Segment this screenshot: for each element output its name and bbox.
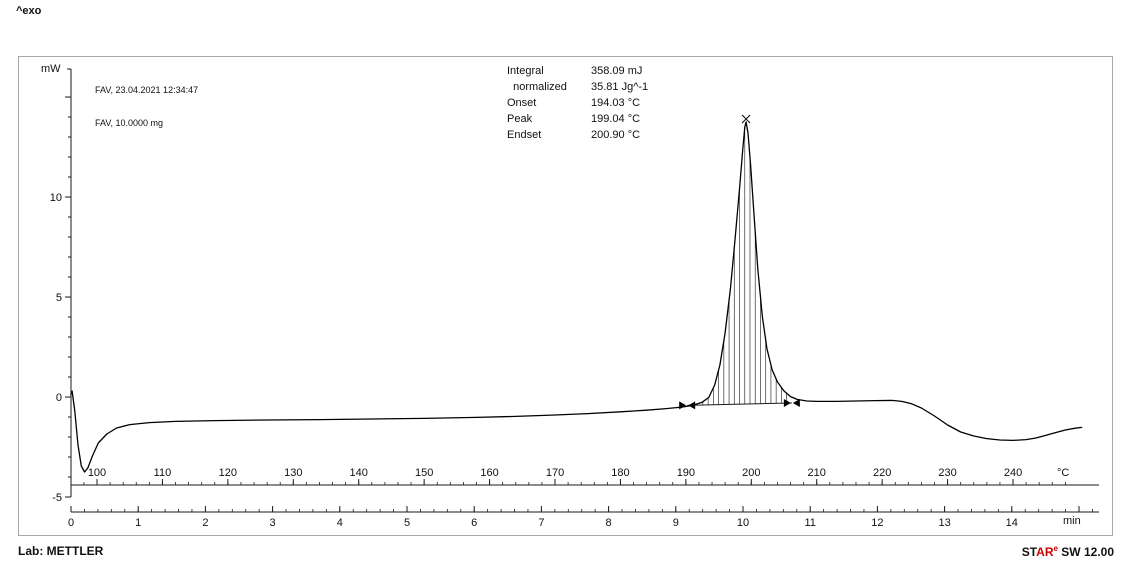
software-label-sup: e: [1053, 544, 1058, 553]
temp-tick-label: 220: [873, 467, 891, 479]
result-label: Peak: [507, 113, 533, 125]
chart-frame: -5 0 5 10 100 110 120 130 140 150 160 170 180 190 200 2…: [18, 56, 1113, 536]
sample-mass: FAV, 10.0000 mg: [95, 118, 164, 128]
integration-baseline: [687, 402, 792, 406]
peak-marker-icon: [741, 114, 751, 124]
time-tick-label: 1: [135, 517, 141, 529]
temp-tick-label: 150: [415, 467, 433, 479]
time-tick-label: 2: [202, 517, 208, 529]
sample-datetime: FAV, 23.04.2021 12:34:47: [95, 85, 199, 95]
time-tick-label: 12: [871, 517, 883, 529]
exo-direction-label: ^exo: [16, 5, 42, 17]
software-label-part: SW 12.00: [1057, 545, 1114, 559]
software-label-part-red: AR: [1036, 545, 1054, 559]
time-tick-label: 6: [471, 517, 477, 529]
temp-tick-label: 130: [284, 467, 302, 479]
result-row: Integral 358.09 mJ: [507, 63, 648, 79]
temp-tick-label: 230: [938, 467, 956, 479]
results-table: Integral 358.09 mJ normalized 35.81 Jg^-…: [507, 63, 648, 143]
time-axis-unit-label: min: [1063, 515, 1081, 527]
y-tick-label: -5: [52, 492, 62, 504]
time-tick-label: 11: [804, 517, 815, 529]
integration-limit-marker-icon: [783, 399, 800, 407]
lab-label: Lab: METTLER: [18, 544, 104, 558]
result-value: 199.04 °C: [591, 113, 641, 125]
result-row: Onset 194.03 °C: [507, 95, 648, 111]
sample-info-annotation: FAV, 23.04.2021 12:34:47 FAV, 10.0000 mg: [95, 63, 198, 151]
temp-tick-label: 140: [350, 467, 368, 479]
temp-tick-label: 110: [154, 467, 172, 479]
y-tick-label: 5: [56, 292, 62, 304]
time-tick-label: 5: [404, 517, 410, 529]
result-label: Endset: [507, 129, 542, 141]
time-tick-label: 10: [737, 517, 749, 529]
dsc-curve: [70, 121, 1083, 473]
time-tick-label: 7: [538, 517, 544, 529]
result-value: 35.81 Jg^-1: [591, 81, 649, 93]
time-tick-label: 8: [606, 517, 612, 529]
result-label: normalized: [507, 81, 567, 93]
integration-limit-marker-icon: [679, 401, 696, 410]
result-value: 194.03 °C: [591, 97, 641, 109]
temp-tick-label: 210: [808, 467, 826, 479]
temp-tick-label: 180: [611, 467, 629, 479]
time-tick-label: 0: [68, 517, 74, 529]
y-tick-label: 0: [56, 392, 62, 404]
time-tick-label: 13: [938, 517, 950, 529]
time-tick-label: 3: [270, 517, 276, 529]
result-row: normalized 35.81 Jg^-1: [507, 79, 648, 95]
result-label: Integral: [507, 65, 544, 77]
time-tick-label: 9: [673, 517, 679, 529]
software-label-part: ST: [1021, 545, 1037, 559]
temp-tick-label: 160: [480, 467, 498, 479]
temp-tick-label: 120: [219, 467, 237, 479]
temp-tick-label: 190: [677, 467, 695, 479]
time-tick-label: 14: [1006, 517, 1018, 529]
result-value: 358.09 mJ: [591, 65, 643, 77]
temp-tick-label: 170: [546, 467, 564, 479]
result-row: Endset 200.90 °C: [507, 127, 648, 143]
y-tick-label: 10: [50, 192, 62, 204]
temp-axis-unit-label: °C: [1057, 467, 1070, 479]
result-row: Peak 199.04 °C: [507, 111, 648, 127]
software-label: STARe SW 12.00: [1022, 544, 1114, 559]
temp-tick-label: 200: [742, 467, 760, 479]
y-axis-unit-label: mW: [41, 63, 61, 75]
result-label: Onset: [507, 97, 537, 109]
time-tick-label: 4: [337, 517, 343, 529]
temp-tick-label: 100: [88, 467, 106, 479]
result-value: 200.90 °C: [591, 129, 641, 141]
temp-tick-label: 240: [1004, 467, 1022, 479]
